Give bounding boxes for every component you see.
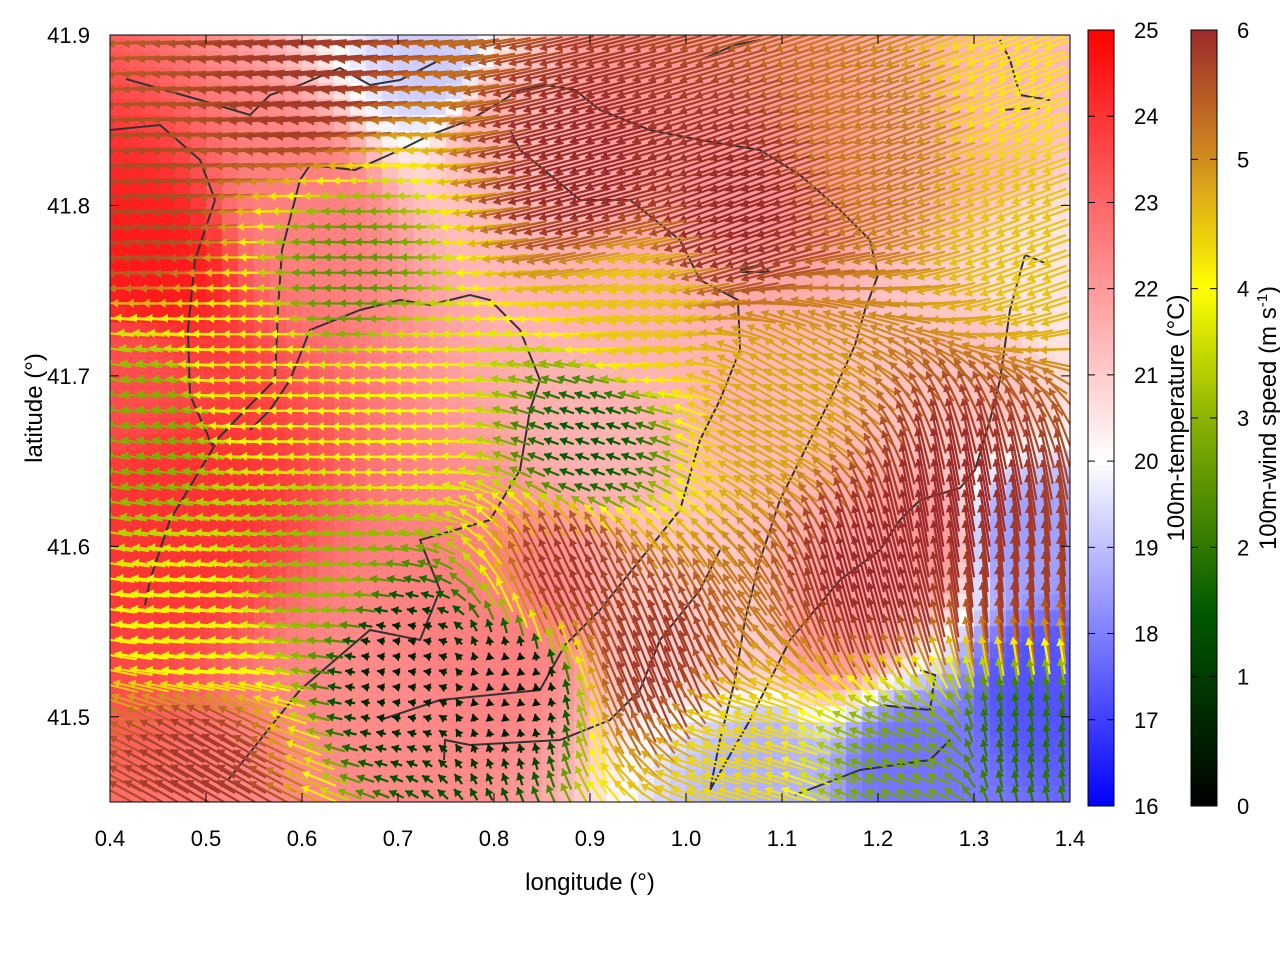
temperature-cell [286,322,303,340]
wind-arrow-head [92,39,99,48]
temperature-cell [206,322,223,340]
temperature-cell [174,290,191,308]
temperature-cell [494,738,511,755]
temperature-cell [350,706,367,723]
temperature-cell [414,450,431,468]
temperature-cell [254,306,271,324]
wind-arrow-head [92,54,99,63]
temperature-cell [206,354,223,372]
temperature-cell [446,434,463,452]
temperature-cell [158,290,175,308]
temperature-cell [238,322,255,340]
temperature-cell [398,306,415,324]
temperature-cell [270,338,287,356]
temperature-cell [334,482,351,499]
temperature-cell [142,322,159,340]
wind-arrow-head [91,208,98,217]
temperature-cell [110,290,127,308]
temperature-cell [462,322,479,340]
temperature-cell [254,354,271,372]
temperature-cell [1054,338,1070,356]
temperature-cell [110,82,127,100]
temperature-cell [494,754,511,771]
temperature-cell [222,178,239,196]
temperature-cell [494,642,511,659]
wind-arrow-head [91,116,98,125]
temperature-cell [318,354,335,372]
temperature-cell [430,450,447,468]
temperature-cell [222,354,239,372]
temperature-cell [238,178,255,196]
temperature-cell [558,338,575,356]
temperature-cell [254,338,271,356]
temperature-cell [254,322,271,340]
temperature-cell [334,354,351,372]
temperature-cell [494,658,511,675]
temperature-cell [206,370,223,388]
temperature-cell [366,162,383,180]
temperature-cell [302,178,319,196]
temperature-cell [334,338,351,356]
temperature-cell [446,450,463,468]
temperature-cell [142,66,159,84]
temperature-cell [318,466,335,484]
wind-arrow-head [91,177,98,186]
temperature-cell [270,450,287,468]
wind-arrow-head [91,193,98,202]
temperature-cell [302,466,319,484]
temperature-cell [334,466,351,484]
temperature-cell [302,354,319,372]
temperature-cell [430,722,447,739]
temperature-cell [446,338,463,356]
temperature-cell [206,338,223,356]
temperature-cell [1054,130,1070,148]
temperature-cell [222,322,239,340]
wind-arrow-head [91,147,98,156]
temperature-cell [542,322,559,340]
temperature-cell [302,450,319,468]
temperature-cell [286,450,303,468]
temperature-cell [238,354,255,372]
temperature-cell [350,482,367,499]
temperature-cell [382,322,399,340]
temperature-cell [350,338,367,356]
temperature-cell [110,306,127,324]
temperature-cell [222,306,239,324]
temperature-cell [158,66,175,84]
temperature-cell [238,306,255,324]
temperature-cell [222,290,239,308]
temperature-cell [238,338,255,356]
temperature-cell [478,738,495,755]
temperature-cell [206,466,223,484]
wind-arrow-head [91,101,98,110]
wind-arrow-head [91,85,98,94]
temperature-cell [254,178,271,196]
wind-arrow-head [92,70,99,79]
wind-arrow-head [91,162,98,171]
temperature-cell [366,338,383,356]
temperature-cell [126,322,143,340]
temperature-cell [366,722,383,739]
temperature-cell [446,786,463,802]
temperature-cell [206,306,223,324]
temperature-cell [366,322,383,340]
temperature-cell [222,338,239,356]
temperature-cell [510,738,527,755]
temperature-cell [270,178,287,196]
temperature-cell [238,290,255,308]
temperature-cell [590,354,607,372]
temperature-cell [110,66,127,84]
temperature-cell [382,722,399,739]
temperature-cell [382,162,399,180]
temperature-cell [494,626,511,643]
wind-arrow-head [91,131,98,140]
